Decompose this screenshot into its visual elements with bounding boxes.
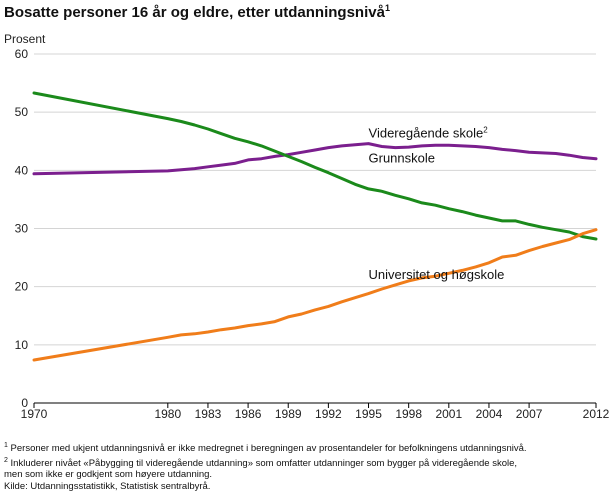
y-tick-label-30: 30 — [15, 222, 29, 236]
footnote-2: 2 Inkluderer nivået «Påbygging til vider… — [4, 456, 518, 469]
y-tick-label-10: 10 — [15, 338, 29, 352]
title-footnote-ref: 1 — [384, 3, 390, 13]
x-tick-label-1986: 1986 — [235, 407, 262, 421]
x-tick-label-2007: 2007 — [516, 407, 543, 421]
gridlines — [34, 53, 596, 346]
x-tick-label-1989: 1989 — [275, 407, 302, 421]
x-tick-label-1998: 1998 — [395, 407, 422, 421]
series-labels: Videregående skole2 Grunnskole Universitet… — [369, 126, 505, 282]
x-axis-ticks: 1970 1980 1983 1986 1989 1992 1995 1998 2001 2004… — [21, 403, 610, 421]
series-label-1: Grunnskole — [369, 151, 435, 166]
series-line-universitet-og-h-gskole — [32, 228, 598, 362]
y-tick-label-0: 0 — [21, 396, 28, 410]
x-tick-label-2001: 2001 — [435, 407, 462, 421]
x-tick-label-1992: 1992 — [315, 407, 342, 421]
series-label-2: Universitet og høgskole — [369, 267, 505, 282]
line-chart: 1970 1980 1983 1986 1989 1992 1995 1998 2001 2004… — [4, 32, 610, 421]
x-tick-label-1970: 1970 — [21, 407, 48, 421]
footnote-2-continued: men som ikke er godkjent som høyere utda… — [4, 469, 213, 481]
chart-title: Bosatte personer 16 år og eldre, etter u… — [4, 3, 390, 21]
y-tick-label-40: 40 — [15, 163, 29, 177]
series-label-0: Videregående skole2 — [369, 126, 489, 141]
footnotes: 1 Personer med ukjent utdanningsnivå er … — [4, 440, 527, 492]
x-tick-label-2012: 2012 — [583, 407, 610, 421]
source-note: Kilde: Utdanningsstatistikk, Statistisk … — [4, 480, 211, 492]
y-tick-label-20: 20 — [15, 280, 29, 294]
footnote-1: 1 Personer med ukjent utdanningsnivå er … — [4, 442, 527, 455]
series-line-videreg-ende-skole — [32, 142, 598, 176]
x-tick-label-1980: 1980 — [154, 407, 181, 421]
x-tick-label-2004: 2004 — [476, 407, 503, 421]
y-tick-label-60: 60 — [15, 47, 29, 61]
y-tick-label-50: 50 — [15, 105, 29, 119]
y-axis-label: Prosent — [4, 32, 46, 46]
y-axis-ticks: 0 10 20 30 40 50 60 — [15, 47, 29, 410]
series-lines — [32, 91, 598, 362]
x-tick-label-1983: 1983 — [195, 407, 222, 421]
x-tick-label-1995: 1995 — [355, 407, 382, 421]
series-line-grunnskole — [32, 91, 598, 241]
